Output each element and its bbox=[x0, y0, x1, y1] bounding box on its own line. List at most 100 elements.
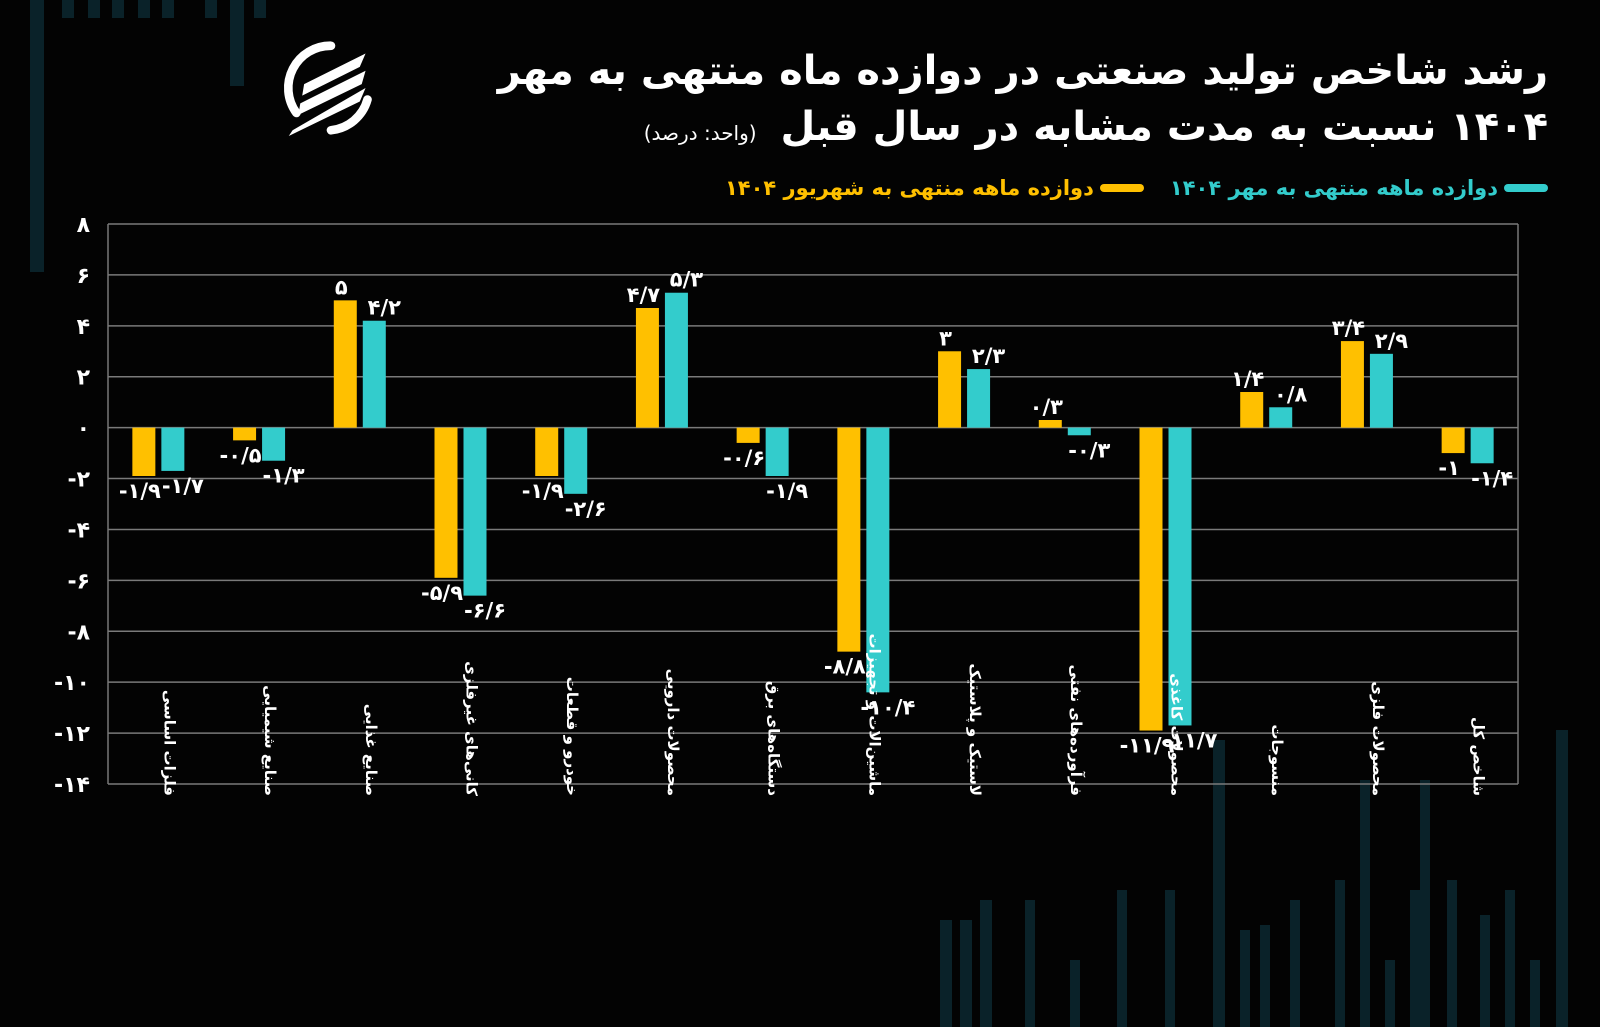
background-stripe bbox=[1070, 960, 1080, 1027]
background-stripe bbox=[1505, 890, 1515, 1027]
bar-shahrivar bbox=[1038, 420, 1062, 428]
bar-shahrivar bbox=[1240, 392, 1264, 428]
value-label-mehr: -۰/۳ bbox=[1068, 438, 1110, 462]
bar-shahrivar bbox=[434, 427, 458, 578]
bar-mehr bbox=[1067, 427, 1091, 436]
background-stripe bbox=[1260, 925, 1270, 1027]
value-label-shahrivar: ۰/۳ bbox=[1030, 395, 1063, 419]
y-tick-label: -۱۲ bbox=[54, 722, 91, 747]
background-stripe bbox=[1480, 915, 1490, 1027]
bar-shahrivar bbox=[1139, 427, 1163, 731]
background-stripe bbox=[1410, 890, 1420, 1027]
value-label-shahrivar: ۵ bbox=[335, 275, 348, 299]
y-tick-label: -۶ bbox=[67, 569, 90, 594]
background-stripe bbox=[1290, 900, 1300, 1027]
value-label-shahrivar: -۱/۹ bbox=[522, 479, 564, 503]
value-label-mehr: ۲/۹ bbox=[1375, 329, 1408, 353]
background-stripe bbox=[1025, 900, 1035, 1027]
x-category-label: محصولات کاغذی bbox=[1168, 673, 1186, 796]
bar-shahrivar bbox=[132, 427, 156, 476]
background-stripe bbox=[62, 0, 74, 18]
x-category-label: لاستیک و پلاستیک bbox=[965, 663, 984, 796]
value-label-shahrivar: -۱ bbox=[1438, 456, 1460, 480]
x-category-label: صنایع غذایی bbox=[362, 704, 380, 796]
value-label-shahrivar: -۵/۹ bbox=[421, 581, 463, 605]
background-stripe bbox=[1240, 930, 1250, 1027]
value-label-mehr: ۲/۳ bbox=[972, 344, 1005, 368]
legend-swatch-teal bbox=[1504, 184, 1548, 192]
value-label-mehr: ۰/۸ bbox=[1274, 382, 1307, 406]
y-tick-label: -۸ bbox=[67, 620, 90, 645]
x-category-label: فرآورده‌های نفتی bbox=[1067, 664, 1085, 796]
x-category-label: محصولات دارویی bbox=[664, 669, 682, 796]
bar-shahrivar bbox=[736, 427, 760, 443]
background-stripe bbox=[1530, 960, 1540, 1027]
bar-mehr bbox=[161, 427, 185, 471]
chart-title-line2: ۱۴۰۴ نسبت به مدت مشابه در سال قبل (واحد:… bbox=[644, 104, 1548, 150]
bar-mehr bbox=[564, 427, 588, 494]
background-stripe bbox=[205, 0, 217, 18]
background-stripe bbox=[34, 0, 44, 272]
value-label-shahrivar: -۰/۵ bbox=[220, 443, 262, 467]
value-label-shahrivar: -۱۱/۹ bbox=[1120, 734, 1175, 758]
value-label-shahrivar: ۳ bbox=[939, 326, 952, 350]
bar-mehr bbox=[1369, 353, 1393, 428]
legend-item-shahrivar: دوازده ماهه منتهی به شهریور ۱۴۰۴ bbox=[725, 176, 1144, 200]
bar-mehr bbox=[664, 292, 688, 428]
background-stripe bbox=[138, 0, 150, 18]
bar-shahrivar bbox=[635, 308, 659, 428]
background-stripe bbox=[980, 900, 992, 1027]
value-label-mehr: -۱/۹ bbox=[766, 479, 808, 503]
y-tick-label: ۰ bbox=[77, 417, 90, 442]
value-label-shahrivar: -۰/۶ bbox=[723, 446, 765, 470]
background-stripe bbox=[230, 0, 244, 86]
background-stripe bbox=[1385, 960, 1395, 1027]
background-stripe bbox=[1556, 730, 1568, 1027]
background-stripe bbox=[960, 920, 972, 1027]
legend-item-mehr: دوازده ماهه منتهی به مهر ۱۴۰۴ bbox=[1170, 176, 1548, 200]
y-tick-label: -۱۴ bbox=[54, 773, 90, 798]
legend-label-shahrivar: دوازده ماهه منتهی به شهریور ۱۴۰۴ bbox=[724, 176, 1094, 200]
brand-logo-icon bbox=[283, 41, 372, 136]
background-stripe bbox=[1165, 890, 1175, 1027]
background-stripe bbox=[1360, 780, 1370, 1027]
x-category-label: فلزات اساسی bbox=[160, 690, 178, 796]
background-stripe bbox=[1213, 740, 1225, 1027]
value-label-shahrivar: ۴/۷ bbox=[627, 283, 660, 307]
x-category-label: ماشین‌الات و تجهیزات bbox=[865, 634, 883, 796]
value-label-mehr: ۴/۲ bbox=[368, 296, 401, 320]
background-stripe bbox=[254, 0, 266, 18]
y-tick-label: -۲ bbox=[67, 468, 90, 493]
legend: دوازده ماهه منتهی به مهر ۱۴۰۴ دوازده ماه… bbox=[725, 176, 1548, 200]
value-label-shahrivar: -۸/۸ bbox=[824, 655, 866, 679]
x-category-label: شاخص کل bbox=[1470, 717, 1488, 796]
y-tick-label: ۸ bbox=[77, 213, 91, 238]
background-stripe bbox=[1420, 780, 1430, 1027]
value-label-mehr: -۱/۴ bbox=[1471, 466, 1513, 490]
bar-shahrivar bbox=[535, 427, 559, 476]
value-label-shahrivar: ۳/۴ bbox=[1332, 316, 1365, 340]
bar-shahrivar bbox=[938, 351, 962, 428]
x-category-label: دستگاه‌های برق bbox=[765, 681, 783, 796]
x-category-label: کانی‌های غیرفلزی bbox=[463, 661, 481, 796]
y-tick-label: ۲ bbox=[77, 366, 91, 391]
background-stripe bbox=[112, 0, 124, 18]
y-tick-label: -۴ bbox=[67, 518, 90, 543]
bar-mehr bbox=[262, 427, 286, 461]
value-label-mehr: -۶/۶ bbox=[464, 599, 506, 623]
y-tick-label: ۶ bbox=[77, 264, 90, 289]
bar-mehr bbox=[1168, 427, 1192, 726]
chart-title-line2-text: ۱۴۰۴ نسبت به مدت مشابه در سال قبل bbox=[780, 104, 1548, 150]
bar-mehr bbox=[1269, 407, 1293, 428]
bar-mehr bbox=[765, 427, 789, 476]
value-label-mehr: -۲/۶ bbox=[565, 497, 607, 521]
background-stripe bbox=[1447, 880, 1457, 1027]
bar-mehr bbox=[362, 320, 386, 428]
value-label-shahrivar: ۱/۴ bbox=[1231, 367, 1264, 391]
background-stripe bbox=[1335, 880, 1345, 1027]
value-label-mehr: -۱/۷ bbox=[162, 474, 204, 498]
background-stripe bbox=[1117, 890, 1127, 1027]
bar-mehr bbox=[463, 427, 487, 596]
x-category-label: صنایع شیمیایی bbox=[261, 685, 279, 796]
bar-shahrivar bbox=[837, 427, 861, 652]
